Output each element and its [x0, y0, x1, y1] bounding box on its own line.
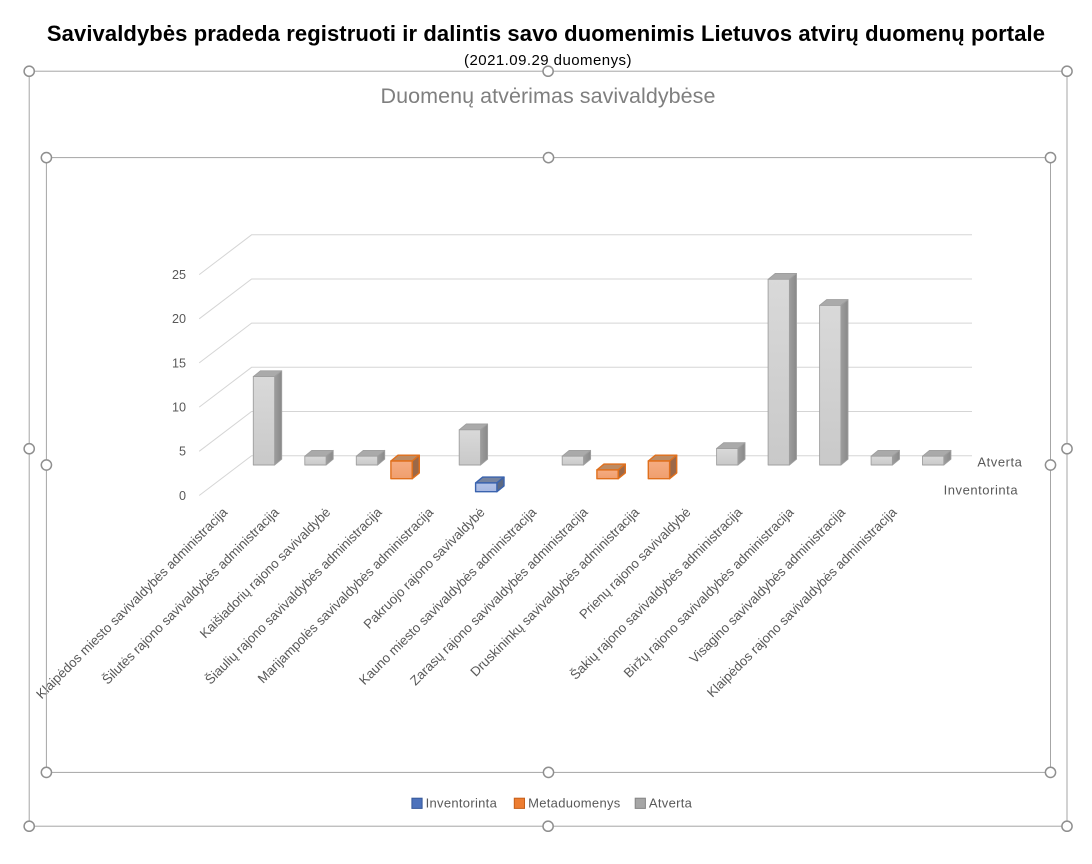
svg-text:10: 10: [172, 401, 186, 415]
svg-text:15: 15: [172, 356, 186, 370]
svg-text:Inventorinta: Inventorinta: [944, 482, 1019, 497]
svg-text:Inventorinta: Inventorinta: [426, 796, 498, 811]
svg-text:0: 0: [179, 489, 186, 503]
svg-text:20: 20: [172, 312, 186, 326]
svg-text:5: 5: [179, 445, 186, 459]
svg-text:(2021.09.29 duomenys): (2021.09.29 duomenys): [464, 52, 632, 69]
svg-text:Atverta: Atverta: [649, 796, 693, 811]
svg-text:Duomenų atvėrimas savivaldybės: Duomenų atvėrimas savivaldybėse: [381, 84, 716, 108]
svg-text:Atverta: Atverta: [977, 455, 1022, 470]
svg-text:Savivaldybės pradeda registruo: Savivaldybės pradeda registruoti ir dali…: [47, 21, 1045, 46]
svg-text:Metaduomenys: Metaduomenys: [528, 796, 621, 811]
svg-text:25: 25: [172, 268, 186, 282]
